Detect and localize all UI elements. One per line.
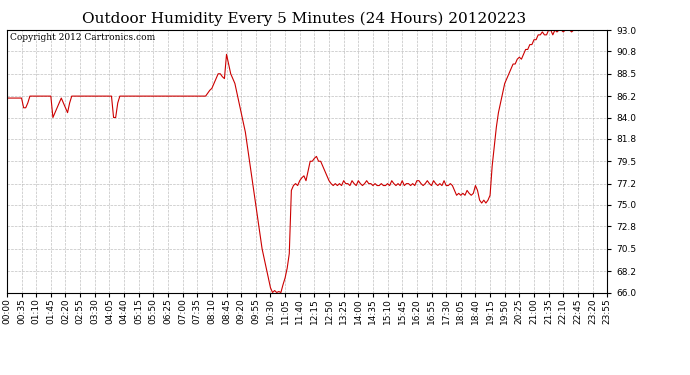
Text: Outdoor Humidity Every 5 Minutes (24 Hours) 20120223: Outdoor Humidity Every 5 Minutes (24 Hou…: [81, 11, 526, 26]
Text: Copyright 2012 Cartronics.com: Copyright 2012 Cartronics.com: [10, 33, 155, 42]
